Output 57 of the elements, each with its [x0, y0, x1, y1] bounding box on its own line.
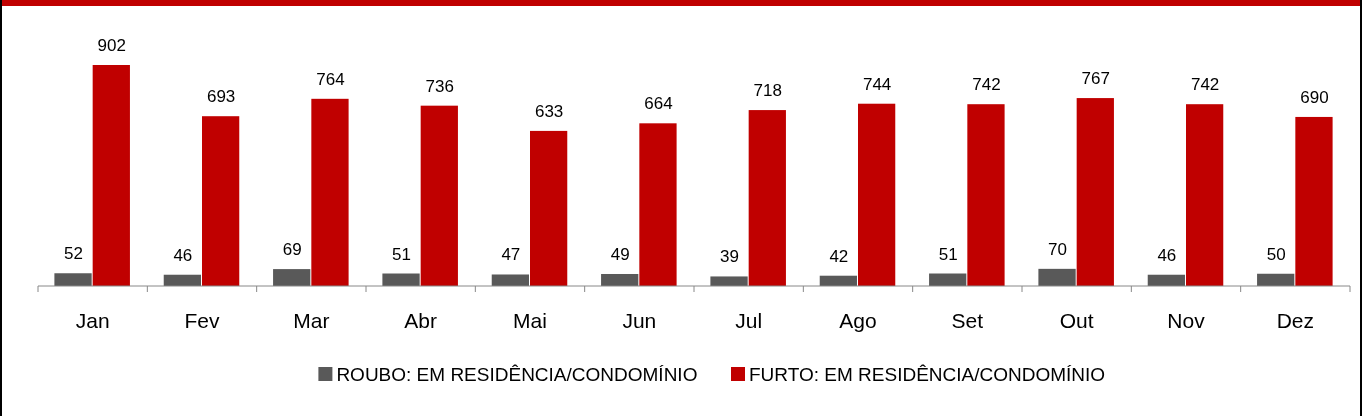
x-tick-label: Jan — [75, 309, 110, 332]
data-label: 47 — [501, 245, 521, 265]
x-tick-label: Mai — [513, 309, 547, 332]
data-label: 46 — [1157, 245, 1177, 265]
bar — [54, 273, 92, 286]
x-tick-label: Out — [1059, 309, 1094, 332]
bar — [1076, 98, 1114, 286]
x-tick-label: Set — [951, 309, 984, 332]
bar — [491, 274, 529, 286]
bar — [1186, 104, 1224, 286]
bar — [1295, 116, 1333, 286]
data-label: 49 — [610, 244, 630, 264]
bar — [92, 65, 130, 286]
bar — [273, 269, 311, 286]
bar — [967, 104, 1005, 286]
bar — [1038, 268, 1076, 286]
data-label: 664 — [644, 94, 673, 114]
bar — [748, 110, 786, 286]
bar — [311, 98, 349, 286]
bar — [858, 103, 896, 286]
x-tick-label: Fev — [184, 309, 220, 332]
data-label: 52 — [64, 244, 83, 264]
x-tick-label: Ago — [839, 309, 877, 332]
x-tick-label: Jul — [735, 309, 763, 332]
x-tick-label: Abr — [404, 309, 438, 332]
data-label: 42 — [829, 246, 849, 266]
bar — [601, 273, 639, 286]
data-label: 764 — [316, 69, 345, 89]
data-label: 51 — [392, 244, 411, 264]
data-label: 744 — [862, 74, 892, 94]
bar — [530, 130, 568, 286]
bar — [202, 116, 240, 286]
bar — [420, 105, 458, 286]
x-tick-label: Mar — [293, 309, 330, 332]
data-label: 69 — [282, 240, 302, 260]
legend-label: ROUBO: EM RESIDÊNCIA/CONDOMÍNIO — [336, 364, 698, 385]
data-label: 46 — [173, 245, 193, 265]
data-label: 718 — [753, 81, 782, 101]
data-label: 902 — [97, 36, 126, 55]
data-label: 51 — [938, 244, 958, 264]
bar — [639, 123, 677, 286]
data-label: 742 — [1190, 75, 1220, 95]
data-label: 70 — [1048, 239, 1067, 259]
bar — [710, 276, 748, 286]
data-label: 690 — [1300, 87, 1329, 107]
data-label: 736 — [425, 76, 454, 96]
data-label: 742 — [972, 75, 1001, 95]
x-tick-label: Nov — [1167, 309, 1206, 332]
data-label: 693 — [206, 87, 236, 107]
data-label: 767 — [1081, 69, 1110, 89]
legend-label: FURTO: EM RESIDÊNCIA/CONDOMÍNIO — [749, 364, 1106, 385]
bar — [382, 273, 420, 286]
data-label: 39 — [720, 247, 739, 267]
x-tick-label: Dez — [1276, 309, 1315, 332]
data-label: 633 — [534, 101, 564, 121]
data-label: 50 — [1266, 244, 1286, 264]
x-tick-label: Jun — [622, 309, 657, 332]
